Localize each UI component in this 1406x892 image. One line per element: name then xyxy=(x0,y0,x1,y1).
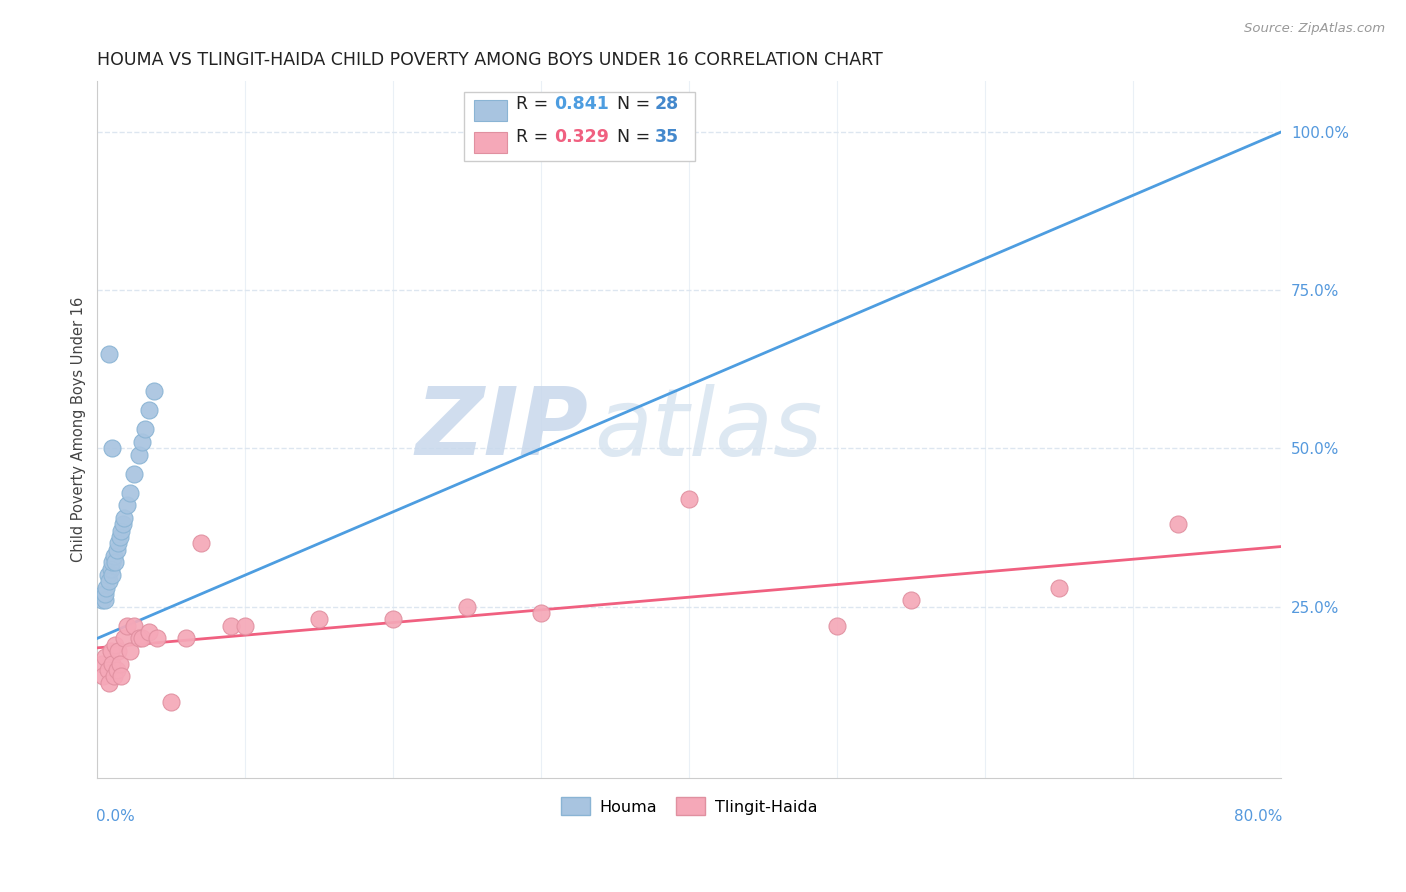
Point xyxy=(101,442,124,456)
Legend: Houma, Tlingit-Haida: Houma, Tlingit-Haida xyxy=(555,790,824,822)
Point xyxy=(101,657,124,671)
Point xyxy=(107,536,129,550)
Point xyxy=(118,644,141,658)
Point xyxy=(104,555,127,569)
Point xyxy=(678,492,700,507)
Point xyxy=(98,574,121,589)
Point xyxy=(100,562,122,576)
Point xyxy=(101,568,124,582)
Text: R =: R = xyxy=(516,128,554,146)
Text: 80.0%: 80.0% xyxy=(1234,809,1282,824)
Point xyxy=(138,403,160,417)
Point xyxy=(90,593,112,607)
Text: N =: N = xyxy=(606,128,657,146)
Point xyxy=(112,632,135,646)
Point xyxy=(101,555,124,569)
Point xyxy=(825,618,848,632)
Text: Source: ZipAtlas.com: Source: ZipAtlas.com xyxy=(1244,22,1385,36)
Point xyxy=(160,695,183,709)
Point xyxy=(108,530,131,544)
Point xyxy=(124,467,146,481)
Point xyxy=(131,632,153,646)
Point xyxy=(124,618,146,632)
Point xyxy=(219,618,242,632)
Point xyxy=(174,632,197,646)
Text: atlas: atlas xyxy=(595,384,823,475)
FancyBboxPatch shape xyxy=(474,100,508,121)
Text: 0.329: 0.329 xyxy=(554,128,609,146)
Point xyxy=(98,675,121,690)
Point xyxy=(105,542,128,557)
Point xyxy=(456,599,478,614)
Point xyxy=(530,606,553,620)
Point xyxy=(98,346,121,360)
Point xyxy=(103,549,125,563)
Text: N =: N = xyxy=(606,95,657,113)
Point xyxy=(145,632,167,646)
Point xyxy=(94,587,117,601)
Point xyxy=(94,650,117,665)
Point xyxy=(105,663,128,677)
Point xyxy=(131,435,153,450)
Text: 35: 35 xyxy=(655,128,679,146)
Y-axis label: Child Poverty Among Boys Under 16: Child Poverty Among Boys Under 16 xyxy=(72,297,86,562)
Point xyxy=(1047,581,1070,595)
Point xyxy=(190,536,212,550)
Point xyxy=(1166,517,1188,532)
Point xyxy=(112,511,135,525)
Point xyxy=(91,587,114,601)
Point xyxy=(900,593,922,607)
Point xyxy=(115,499,138,513)
Text: 0.0%: 0.0% xyxy=(96,809,135,824)
Point xyxy=(142,384,165,399)
Point xyxy=(96,581,118,595)
Text: HOUMA VS TLINGIT-HAIDA CHILD POVERTY AMONG BOYS UNDER 16 CORRELATION CHART: HOUMA VS TLINGIT-HAIDA CHILD POVERTY AMO… xyxy=(97,51,883,69)
Point xyxy=(108,657,131,671)
Point xyxy=(111,517,134,532)
Point xyxy=(134,422,156,436)
Point xyxy=(110,524,132,538)
Point xyxy=(91,669,114,683)
Point xyxy=(138,625,160,640)
Text: ZIP: ZIP xyxy=(416,384,589,475)
Point xyxy=(382,612,405,626)
Point xyxy=(97,663,120,677)
Point xyxy=(90,657,112,671)
Point xyxy=(128,448,150,462)
Point xyxy=(115,618,138,632)
Point xyxy=(233,618,256,632)
Point xyxy=(97,568,120,582)
FancyBboxPatch shape xyxy=(464,92,695,161)
Point xyxy=(308,612,330,626)
Text: R =: R = xyxy=(516,95,554,113)
Text: 0.841: 0.841 xyxy=(554,95,609,113)
FancyBboxPatch shape xyxy=(474,132,508,153)
Point xyxy=(94,593,117,607)
Point xyxy=(100,644,122,658)
Point xyxy=(107,644,129,658)
Point xyxy=(104,638,127,652)
Point xyxy=(103,669,125,683)
Point xyxy=(128,632,150,646)
Point xyxy=(118,485,141,500)
Text: 28: 28 xyxy=(655,95,679,113)
Point xyxy=(110,669,132,683)
